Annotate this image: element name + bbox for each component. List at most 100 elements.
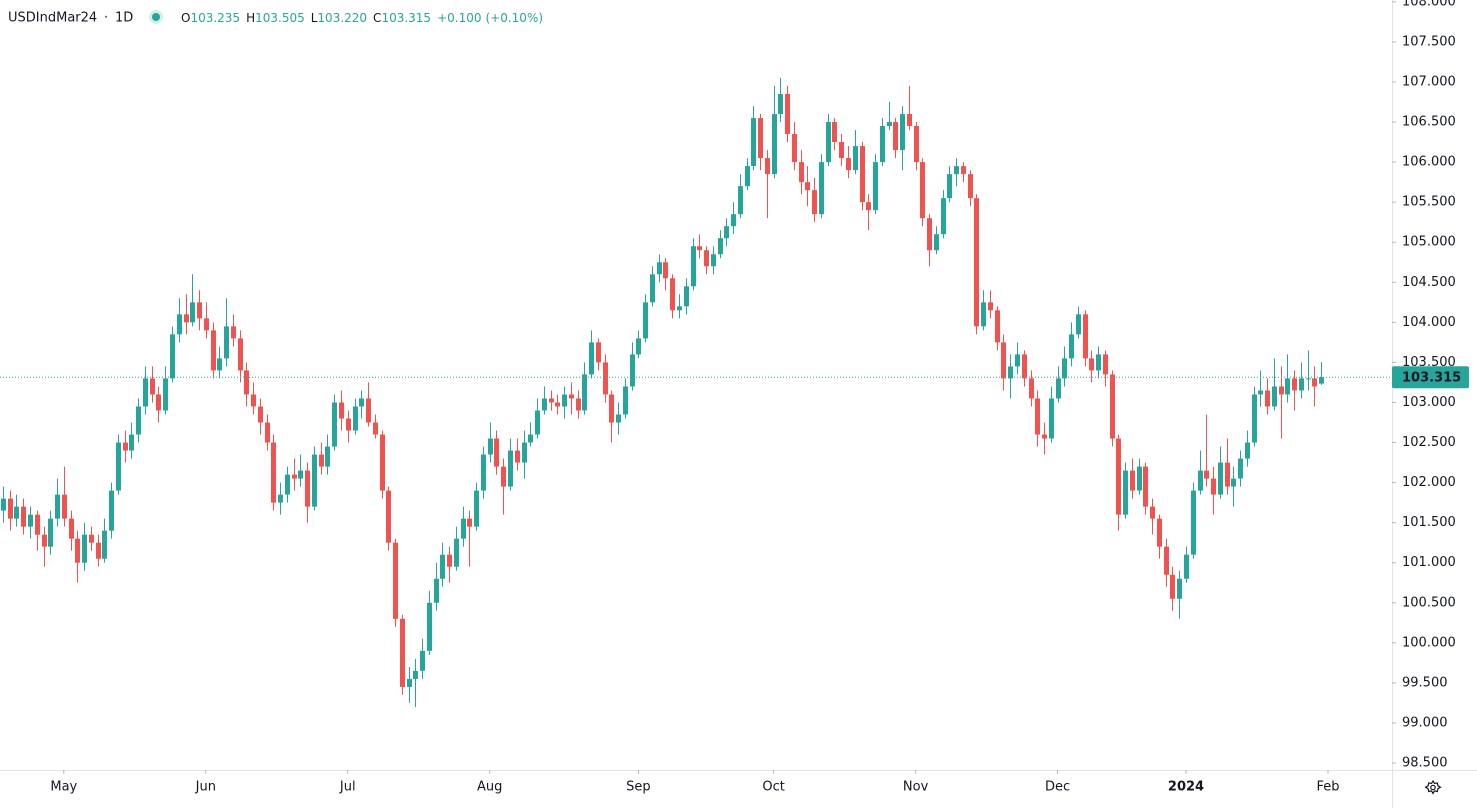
candle-body — [1015, 354, 1020, 367]
candle-body — [96, 542, 101, 559]
candle-body — [332, 402, 337, 447]
candle-body — [1245, 442, 1250, 459]
candle-body — [1116, 438, 1121, 515]
candle-body — [582, 374, 587, 411]
candle-body — [454, 538, 459, 567]
candle-body — [616, 414, 621, 423]
candle-body — [1170, 574, 1175, 599]
candle-body — [778, 93, 783, 115]
candle-body — [156, 394, 161, 411]
candle-body — [941, 198, 946, 235]
candle-body — [1272, 386, 1277, 407]
y-tick-label: 103.500 — [1402, 355, 1456, 370]
candle-body — [474, 490, 479, 527]
candle-body — [1157, 518, 1162, 547]
candle-body — [278, 494, 283, 503]
candle-body — [609, 394, 614, 423]
legend-label: O — [181, 11, 190, 25]
candle-body — [860, 146, 865, 203]
candle-body — [1029, 378, 1034, 399]
candle-body — [522, 442, 527, 463]
candle-body — [663, 262, 668, 279]
candle-body — [826, 122, 831, 163]
candle-body — [1062, 358, 1067, 379]
candle-body — [934, 234, 939, 251]
y-tick-label: 105.500 — [1402, 195, 1456, 210]
candle-body — [1279, 386, 1284, 395]
candle-body — [258, 406, 263, 423]
y-tick-label: 102.000 — [1402, 475, 1456, 490]
candle-body — [657, 262, 662, 275]
candle-body — [1089, 358, 1094, 371]
candle-body — [305, 470, 310, 507]
candle-body — [887, 122, 892, 127]
y-tick-label: 100.000 — [1402, 635, 1456, 650]
ohlc-legend: O103.235 H103.505 L103.220 C103.315 +0.100 (+… — [181, 11, 543, 25]
y-tick-label: 101.500 — [1402, 515, 1456, 530]
candle-body — [75, 538, 80, 563]
candle-body — [298, 470, 303, 479]
y-tick-label: 107.000 — [1402, 74, 1456, 89]
candle-body — [285, 474, 290, 495]
candle-body — [1035, 398, 1040, 435]
candle-body — [224, 326, 229, 359]
candle-body — [731, 214, 736, 227]
candle-body — [1265, 390, 1270, 407]
legend-label: C — [373, 11, 381, 25]
candle-body — [1110, 374, 1115, 439]
candle-body — [542, 398, 547, 411]
candle-body — [805, 182, 810, 191]
candle-body — [150, 378, 155, 395]
candle-body — [508, 450, 513, 487]
candle-body — [650, 274, 655, 303]
candle-body — [623, 386, 628, 415]
candle-body — [217, 358, 222, 371]
candle-body — [1238, 458, 1243, 479]
plot-area — [0, 77, 1392, 707]
candle-body — [373, 422, 378, 435]
candle-body — [447, 554, 452, 567]
status-dot[interactable] — [152, 13, 160, 21]
legend-label: L — [311, 11, 318, 25]
candle-body — [143, 378, 148, 407]
y-tick-label: 100.500 — [1402, 595, 1456, 610]
candle-body — [494, 438, 499, 467]
legend-value: 103.235 — [190, 11, 240, 25]
candle-body — [1022, 354, 1027, 379]
candle-body — [407, 678, 412, 687]
legend-value: 103.505 — [255, 11, 305, 25]
candle-body — [163, 378, 168, 411]
candle-body — [434, 578, 439, 603]
settings-icon[interactable] — [1424, 779, 1442, 795]
candle-body — [1056, 378, 1061, 399]
candle-body — [123, 442, 128, 451]
last-price-box — [1392, 366, 1469, 389]
candle-body — [866, 202, 871, 211]
candle-body — [792, 134, 797, 163]
candle-body — [440, 554, 445, 579]
candle-body — [927, 218, 932, 251]
candle-body — [893, 122, 898, 151]
candle-body — [501, 466, 506, 487]
candle-body — [380, 434, 385, 491]
candle-body — [292, 474, 297, 479]
y-tick-label: 106.000 — [1402, 155, 1456, 170]
candle-body — [420, 650, 425, 671]
x-tick-label: May — [50, 780, 77, 795]
candle-body — [515, 450, 520, 463]
y-tick-label: 99.500 — [1402, 675, 1448, 690]
legend-label: H — [246, 11, 255, 25]
candle-body — [914, 126, 919, 163]
candle-body — [393, 542, 398, 619]
candle-body — [8, 498, 13, 519]
candle-body — [14, 506, 19, 519]
candle-body — [109, 490, 114, 531]
candle-body — [961, 166, 966, 175]
settings-icon-center — [1430, 784, 1436, 791]
candle-body — [954, 166, 959, 175]
candle-body — [772, 114, 777, 175]
candle-body — [1285, 378, 1290, 395]
candle-body — [136, 406, 141, 435]
candle-body — [69, 518, 74, 539]
candle-body — [211, 330, 216, 371]
